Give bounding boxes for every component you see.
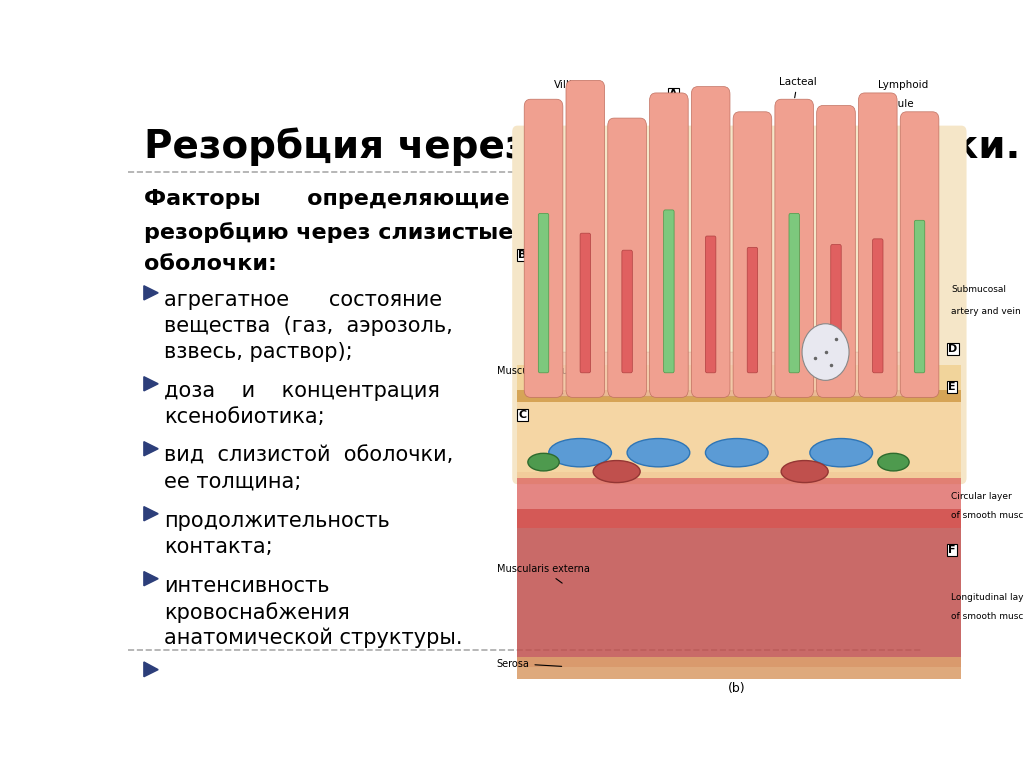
FancyBboxPatch shape: [691, 87, 730, 397]
Text: E: E: [948, 382, 955, 392]
Text: C: C: [518, 410, 526, 420]
FancyBboxPatch shape: [706, 236, 716, 373]
FancyBboxPatch shape: [512, 126, 967, 484]
FancyBboxPatch shape: [524, 99, 563, 397]
Polygon shape: [143, 442, 158, 456]
FancyBboxPatch shape: [639, 352, 656, 396]
FancyBboxPatch shape: [806, 352, 824, 396]
Polygon shape: [143, 286, 158, 300]
Text: анатомической структуры.: анатомической структуры.: [164, 627, 462, 648]
Text: Факторы      определяющие: Факторы определяющие: [143, 189, 510, 209]
Text: доза    и    концентрация: доза и концентрация: [164, 381, 439, 401]
FancyBboxPatch shape: [830, 245, 842, 373]
Text: Longitudinal layer: Longitudinal layer: [951, 593, 1024, 602]
Text: вид  слизистой  оболочки,: вид слизистой оболочки,: [164, 446, 453, 466]
FancyBboxPatch shape: [872, 239, 883, 373]
FancyBboxPatch shape: [664, 210, 674, 373]
FancyBboxPatch shape: [848, 352, 865, 396]
FancyBboxPatch shape: [733, 112, 772, 397]
Ellipse shape: [627, 439, 690, 467]
Text: Villi: Villi: [554, 80, 583, 99]
FancyBboxPatch shape: [765, 352, 782, 396]
FancyBboxPatch shape: [748, 247, 758, 373]
Text: оболочки:: оболочки:: [143, 255, 276, 275]
Text: A: A: [669, 89, 678, 100]
Text: D: D: [948, 344, 957, 354]
Polygon shape: [143, 662, 158, 676]
FancyBboxPatch shape: [622, 250, 633, 373]
Text: Резорбция через слизистые оболочки.: Резорбция через слизистые оболочки.: [143, 127, 1020, 166]
FancyBboxPatch shape: [900, 112, 939, 397]
Ellipse shape: [810, 439, 872, 467]
Bar: [517, 472, 962, 528]
Text: Lymphoid: Lymphoid: [878, 80, 928, 90]
Ellipse shape: [802, 324, 849, 380]
FancyBboxPatch shape: [556, 352, 573, 396]
Text: продолжительность: продолжительность: [164, 511, 389, 531]
FancyBboxPatch shape: [788, 213, 800, 373]
FancyBboxPatch shape: [723, 352, 740, 396]
FancyBboxPatch shape: [597, 352, 615, 396]
FancyBboxPatch shape: [890, 352, 907, 396]
Ellipse shape: [781, 460, 828, 482]
Text: of smooth muscle: of smooth muscle: [951, 612, 1024, 621]
Text: F: F: [948, 545, 955, 555]
Text: (b): (b): [728, 682, 745, 695]
Text: Circular layer: Circular layer: [951, 492, 1012, 501]
Text: ксенобиотика;: ксенобиотика;: [164, 407, 325, 426]
FancyBboxPatch shape: [775, 99, 813, 397]
FancyBboxPatch shape: [539, 213, 549, 373]
Bar: [517, 509, 962, 667]
Text: artery and vein: artery and vein: [951, 307, 1021, 316]
Text: интенсивность: интенсивность: [164, 576, 329, 596]
Polygon shape: [143, 571, 158, 586]
Ellipse shape: [549, 439, 611, 467]
FancyBboxPatch shape: [580, 233, 591, 373]
Bar: [517, 364, 962, 403]
Text: Muscularis externa: Muscularis externa: [497, 565, 590, 583]
Text: Submucosal: Submucosal: [951, 285, 1006, 294]
Ellipse shape: [706, 439, 768, 467]
FancyBboxPatch shape: [858, 93, 897, 397]
Text: вещества  (газ,  аэрозоль,: вещества (газ, аэрозоль,: [164, 316, 453, 336]
Text: Lacteal: Lacteal: [778, 77, 816, 97]
Ellipse shape: [593, 460, 640, 482]
Bar: [517, 396, 962, 478]
Text: B: B: [518, 250, 526, 260]
FancyBboxPatch shape: [566, 81, 604, 397]
Bar: [517, 657, 962, 679]
Text: Muscularis mucosae: Muscularis mucosae: [497, 366, 596, 393]
Polygon shape: [143, 377, 158, 391]
FancyBboxPatch shape: [914, 220, 925, 373]
Bar: [517, 390, 962, 403]
Text: агрегатное      состояние: агрегатное состояние: [164, 290, 441, 310]
Ellipse shape: [878, 453, 909, 471]
Text: ее толщина;: ее толщина;: [164, 472, 301, 492]
Text: взвесь, раствор);: взвесь, раствор);: [164, 342, 352, 362]
Ellipse shape: [528, 453, 559, 471]
FancyBboxPatch shape: [681, 352, 698, 396]
Text: of smooth muscle: of smooth muscle: [951, 511, 1024, 520]
Text: Serosa: Serosa: [497, 659, 561, 669]
FancyBboxPatch shape: [649, 93, 688, 397]
FancyBboxPatch shape: [608, 118, 646, 397]
Text: резорбцию через слизистые: резорбцию через слизистые: [143, 222, 513, 243]
Text: контакта;: контакта;: [164, 537, 272, 557]
FancyBboxPatch shape: [817, 106, 855, 397]
Text: кровоснабжения: кровоснабжения: [164, 602, 349, 623]
Polygon shape: [143, 507, 158, 521]
Text: nodule: nodule: [878, 99, 913, 109]
